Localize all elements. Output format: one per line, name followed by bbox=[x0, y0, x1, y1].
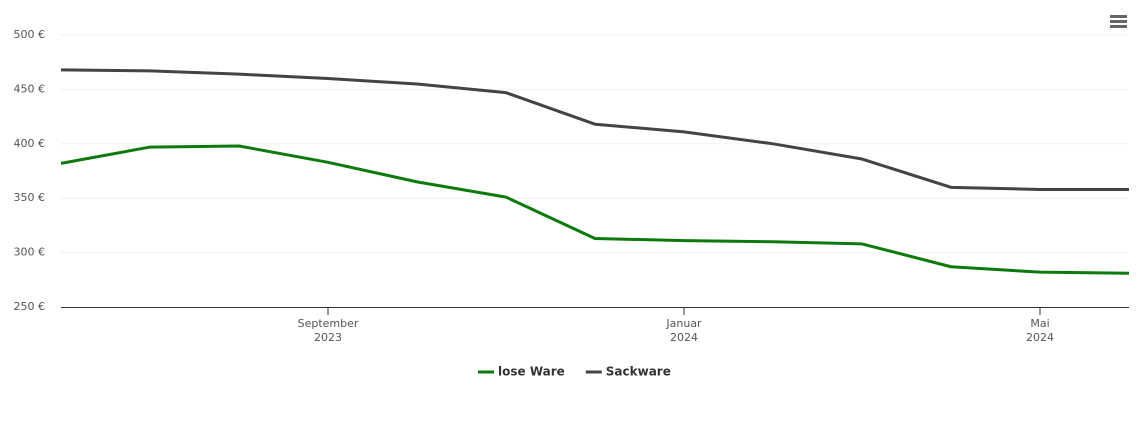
legend-label: lose Ware bbox=[498, 365, 565, 379]
series-line bbox=[60, 144, 1130, 275]
x-tick-label-line: 2024 bbox=[670, 331, 698, 344]
y-tick-label: 450 € bbox=[14, 82, 46, 95]
series-line bbox=[60, 68, 1129, 191]
x-tick-label-line: Januar bbox=[665, 317, 702, 330]
x-tick-label: September 2023 bbox=[298, 317, 359, 344]
y-tick-label: 350 € bbox=[14, 191, 46, 204]
x-tick-label: Mai 2024 bbox=[1026, 317, 1054, 344]
x-tick-label-line: Mai bbox=[1030, 317, 1049, 330]
x-tick-label-line: 2023 bbox=[314, 331, 342, 344]
menu-bar bbox=[1110, 15, 1127, 18]
legend-item[interactable]: Sackware bbox=[585, 365, 671, 379]
y-tick-label: 400 € bbox=[14, 137, 46, 150]
legend: lose Ware Sackware bbox=[478, 365, 671, 379]
legend-label: Sackware bbox=[606, 365, 671, 379]
x-tick-label-line: September bbox=[298, 317, 359, 330]
y-tick-label: 500 € bbox=[14, 28, 46, 41]
y-tick-label: 250 € bbox=[14, 300, 46, 313]
y-tick-label: 300 € bbox=[14, 246, 46, 259]
menu-button[interactable] bbox=[1110, 15, 1127, 28]
x-tick-label-line: 2024 bbox=[1026, 331, 1054, 344]
menu-bar bbox=[1110, 20, 1127, 23]
legend-item[interactable]: lose Ware bbox=[478, 365, 565, 379]
x-tick-label: Januar 2024 bbox=[665, 317, 702, 344]
menu-bar bbox=[1110, 25, 1127, 28]
